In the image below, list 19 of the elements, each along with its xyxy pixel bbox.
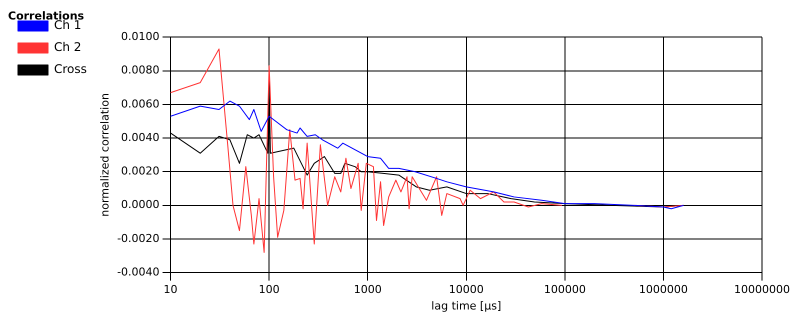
x-tick-label: 10000 xyxy=(448,283,484,296)
legend-label: Ch 2 xyxy=(54,40,82,54)
y-tick-label: 0.0020 xyxy=(121,164,160,178)
x-axis-title: lag time [µs] xyxy=(431,299,502,312)
x-tick-label: 10000000 xyxy=(734,283,790,296)
y-tick-label: -0.0040 xyxy=(117,265,160,278)
y-tick-label: -0.0020 xyxy=(117,232,160,245)
y-tick-label: 0.0100 xyxy=(121,30,160,44)
y-tick-label: 0.0060 xyxy=(121,97,160,110)
legend-label: Cross xyxy=(54,62,87,76)
y-tick-label: 0.0040 xyxy=(121,130,160,144)
x-tick-label: 100000 xyxy=(544,283,586,296)
y-tick-label: 0.0080 xyxy=(121,64,160,77)
y-axis-title: normalized correlation xyxy=(98,93,112,217)
x-tick-label: 1000000 xyxy=(638,283,688,296)
x-tick-label: 10 xyxy=(164,283,178,296)
x-tick-label: 100 xyxy=(258,283,280,296)
x-tick-label: 1000 xyxy=(354,283,382,296)
y-tick-label: 0.0000 xyxy=(121,198,160,212)
